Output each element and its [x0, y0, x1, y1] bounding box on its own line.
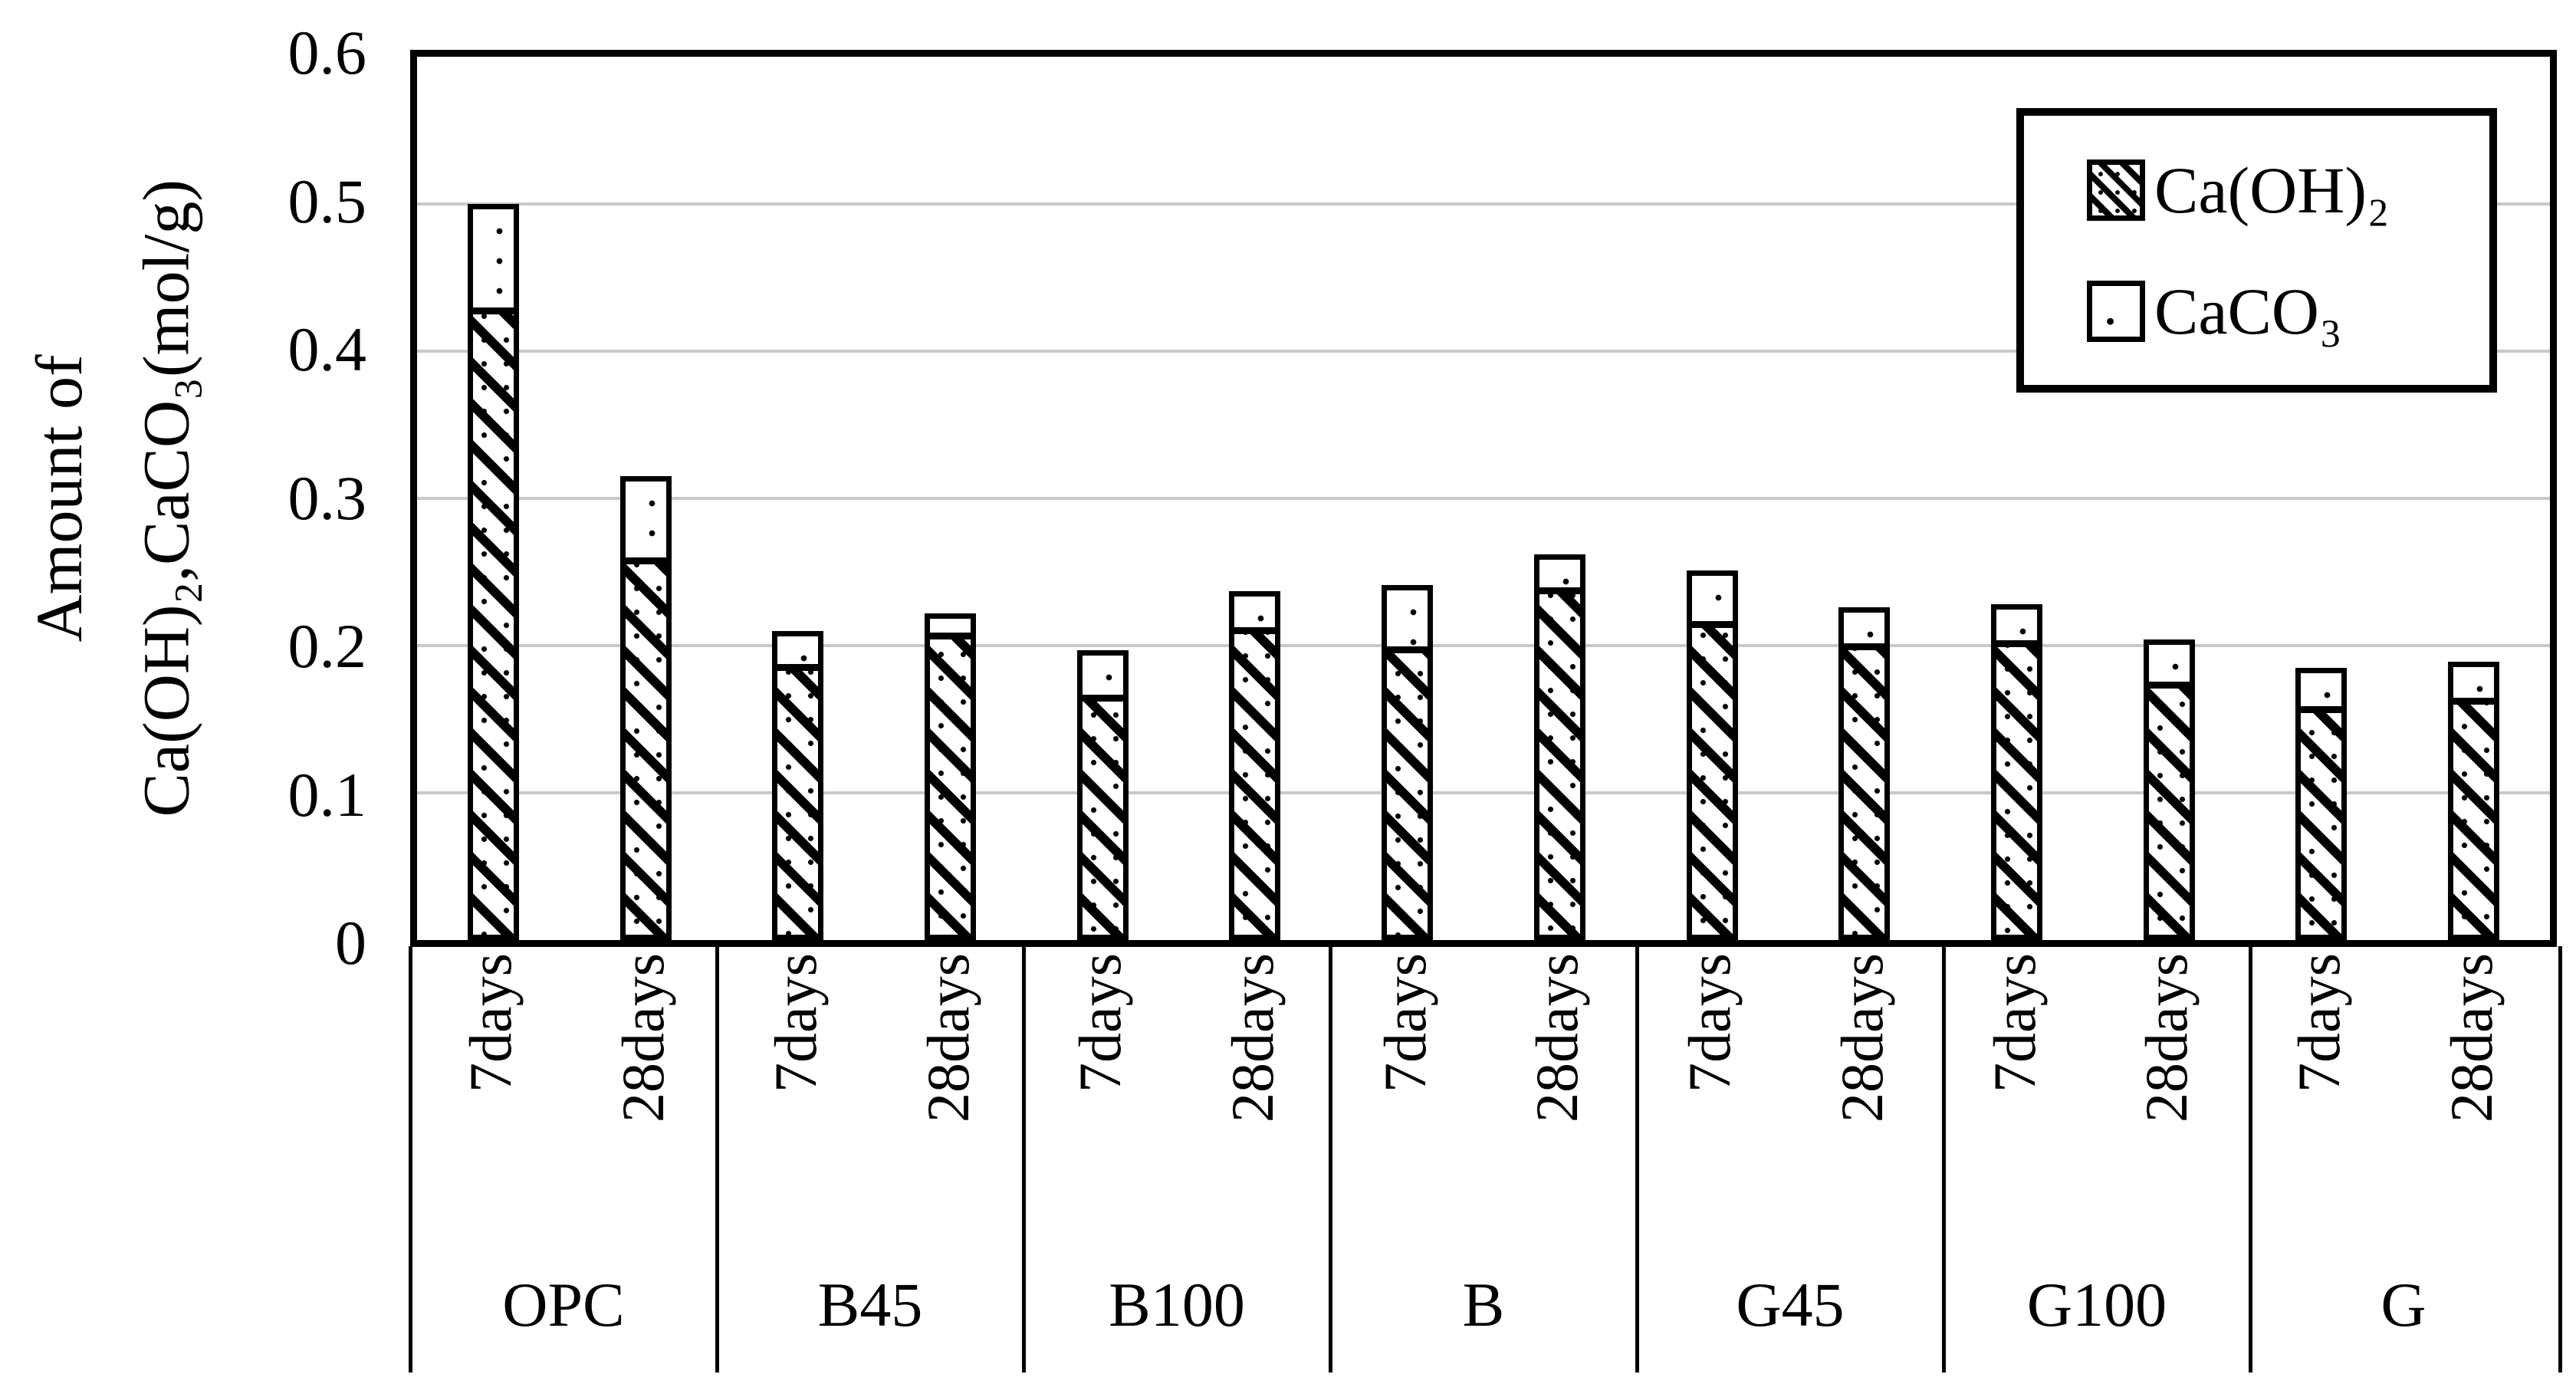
caco3-segment [2295, 667, 2348, 714]
bar-g-7days [2295, 667, 2348, 940]
dots-swatch-icon [2087, 280, 2145, 342]
x-tick-day-label: 28days [1828, 953, 1895, 1123]
y-tick-label-0.2: 0.2 [288, 611, 367, 681]
bar-b-7days [1382, 585, 1434, 940]
bar-g100-28days [2143, 639, 2195, 940]
legend-item-caco3: CaCO₃ [2087, 273, 2489, 350]
x-tick-day-label: 28days [2437, 953, 2505, 1123]
y-tick-label-0.5: 0.5 [288, 166, 367, 236]
x-tick-day-label: 7days [761, 953, 829, 1093]
legend-label-caoh2: Ca(OH)₂ [2154, 153, 2390, 227]
y-tick-label-0.1: 0.1 [288, 759, 367, 830]
caco3-segment [619, 476, 672, 565]
caco3-segment [1686, 570, 1738, 628]
category-separator [1021, 946, 1026, 1372]
x-group-label-g45: G45 [1736, 1270, 1845, 1340]
y-tick-label-0.4: 0.4 [288, 314, 367, 384]
x-tick-day-label: 28days [2133, 953, 2200, 1123]
x-tick-day-label: 28days [914, 953, 981, 1123]
category-separator [2248, 946, 2252, 1372]
legend-item-caoh2: Ca(OH)₂ [2087, 152, 2489, 228]
bar-b-28days [1533, 554, 1585, 940]
category-separator [1328, 946, 1332, 1372]
caco3-segment [1229, 590, 1281, 634]
x-group-label-b: B [1462, 1270, 1505, 1340]
x-tick-day-label: 28days [610, 953, 677, 1123]
bar-b100-28days [1229, 590, 1281, 940]
y-tick-label-0.3: 0.3 [288, 462, 367, 533]
x-group-label-b45: B45 [817, 1270, 923, 1340]
x-tick-day-label: 7days [1371, 953, 1438, 1093]
category-separator [1941, 946, 1946, 1372]
gridline-0.2 [417, 644, 2550, 647]
category-separator [2558, 946, 2562, 1372]
bar-b45-28days [925, 613, 976, 940]
caco3-segment [925, 613, 976, 640]
caco3-segment [1991, 604, 2042, 647]
x-group-label-g100: G100 [2026, 1270, 2167, 1340]
category-separator [408, 946, 412, 1372]
category-separator [715, 946, 719, 1372]
x-tick-day-label: 28days [1218, 953, 1286, 1123]
hatch-swatch-icon [2087, 159, 2145, 221]
caco3-segment [1382, 585, 1434, 653]
caco3-segment [1533, 554, 1585, 594]
plot-inner [417, 57, 2550, 940]
caco3-segment [1076, 649, 1129, 702]
caco3-segment [2143, 639, 2195, 689]
caco3-segment [772, 630, 824, 671]
x-group-label-b100: B100 [1109, 1270, 1245, 1340]
bar-g-28days [2448, 662, 2500, 940]
legend-label-caco3: CaCO₃ [2154, 274, 2342, 348]
x-tick-day-label: 28days [1523, 953, 1591, 1123]
caco3-segment [1838, 607, 1891, 650]
y-tick-label-0: 0 [335, 908, 366, 978]
x-tick-day-label: 7days [1980, 953, 2048, 1093]
caco3-segment [2448, 662, 2500, 705]
y-tick-label-0.6: 0.6 [288, 18, 367, 87]
gridline-0.1 [417, 791, 2550, 794]
bar-g100-7days [1991, 604, 2042, 940]
x-tick-day-label: 7days [457, 953, 524, 1093]
x-group-label-g: G [2380, 1270, 2426, 1340]
bar-opc-28days [619, 476, 672, 940]
gridline-0.5 [417, 202, 2550, 205]
bar-g45-28days [1838, 607, 1891, 940]
bar-b100-7days [1076, 649, 1129, 940]
bar-g45-7days [1686, 570, 1738, 940]
x-tick-day-label: 7days [1676, 953, 1743, 1093]
legend: Ca(OH)₂ CaCO₃ [2016, 108, 2497, 393]
category-separator [1635, 946, 1639, 1372]
x-group-label-opc: OPC [502, 1270, 625, 1340]
gridline-0.3 [417, 497, 2550, 500]
bar-b45-7days [772, 630, 824, 940]
bar-opc-7days [467, 204, 519, 940]
caco3-segment [467, 204, 519, 314]
gridline-0.4 [417, 350, 2550, 353]
x-tick-day-label: 7days [2285, 953, 2352, 1093]
x-tick-day-label: 7days [1066, 953, 1134, 1093]
